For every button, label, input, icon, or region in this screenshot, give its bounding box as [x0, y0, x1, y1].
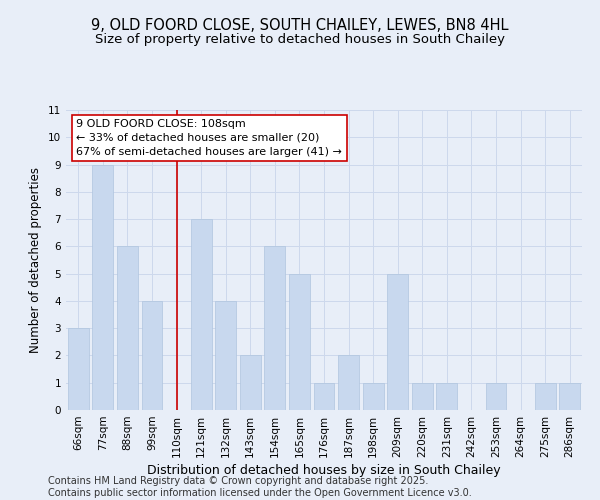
Y-axis label: Number of detached properties: Number of detached properties: [29, 167, 43, 353]
Bar: [436, 382, 457, 410]
Bar: [314, 382, 334, 410]
Bar: [289, 274, 310, 410]
Bar: [68, 328, 89, 410]
Text: 9 OLD FOORD CLOSE: 108sqm
← 33% of detached houses are smaller (20)
67% of semi-: 9 OLD FOORD CLOSE: 108sqm ← 33% of detac…: [76, 119, 342, 157]
Bar: [362, 382, 383, 410]
Text: Size of property relative to detached houses in South Chailey: Size of property relative to detached ho…: [95, 32, 505, 46]
Bar: [338, 356, 359, 410]
Bar: [142, 301, 163, 410]
Bar: [485, 382, 506, 410]
Text: 9, OLD FOORD CLOSE, SOUTH CHAILEY, LEWES, BN8 4HL: 9, OLD FOORD CLOSE, SOUTH CHAILEY, LEWES…: [91, 18, 509, 32]
Bar: [191, 219, 212, 410]
Bar: [535, 382, 556, 410]
Bar: [215, 301, 236, 410]
Bar: [412, 382, 433, 410]
Bar: [240, 356, 261, 410]
X-axis label: Distribution of detached houses by size in South Chailey: Distribution of detached houses by size …: [147, 464, 501, 477]
Bar: [117, 246, 138, 410]
Bar: [92, 164, 113, 410]
Text: Contains HM Land Registry data © Crown copyright and database right 2025.
Contai: Contains HM Land Registry data © Crown c…: [48, 476, 472, 498]
Bar: [387, 274, 408, 410]
Bar: [559, 382, 580, 410]
Bar: [265, 246, 286, 410]
